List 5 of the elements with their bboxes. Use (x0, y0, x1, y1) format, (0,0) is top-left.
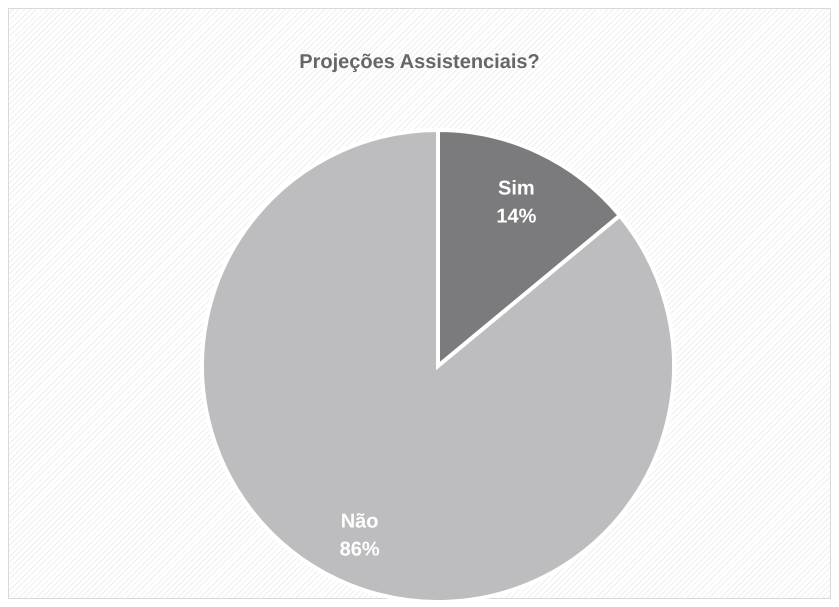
data-label: 86% (340, 538, 380, 561)
chart-title: Projeções Assistenciais? (298, 51, 541, 74)
data-label: 14% (496, 205, 537, 228)
slice-label: Não (340, 510, 379, 533)
slice-label: Sim (498, 177, 535, 200)
